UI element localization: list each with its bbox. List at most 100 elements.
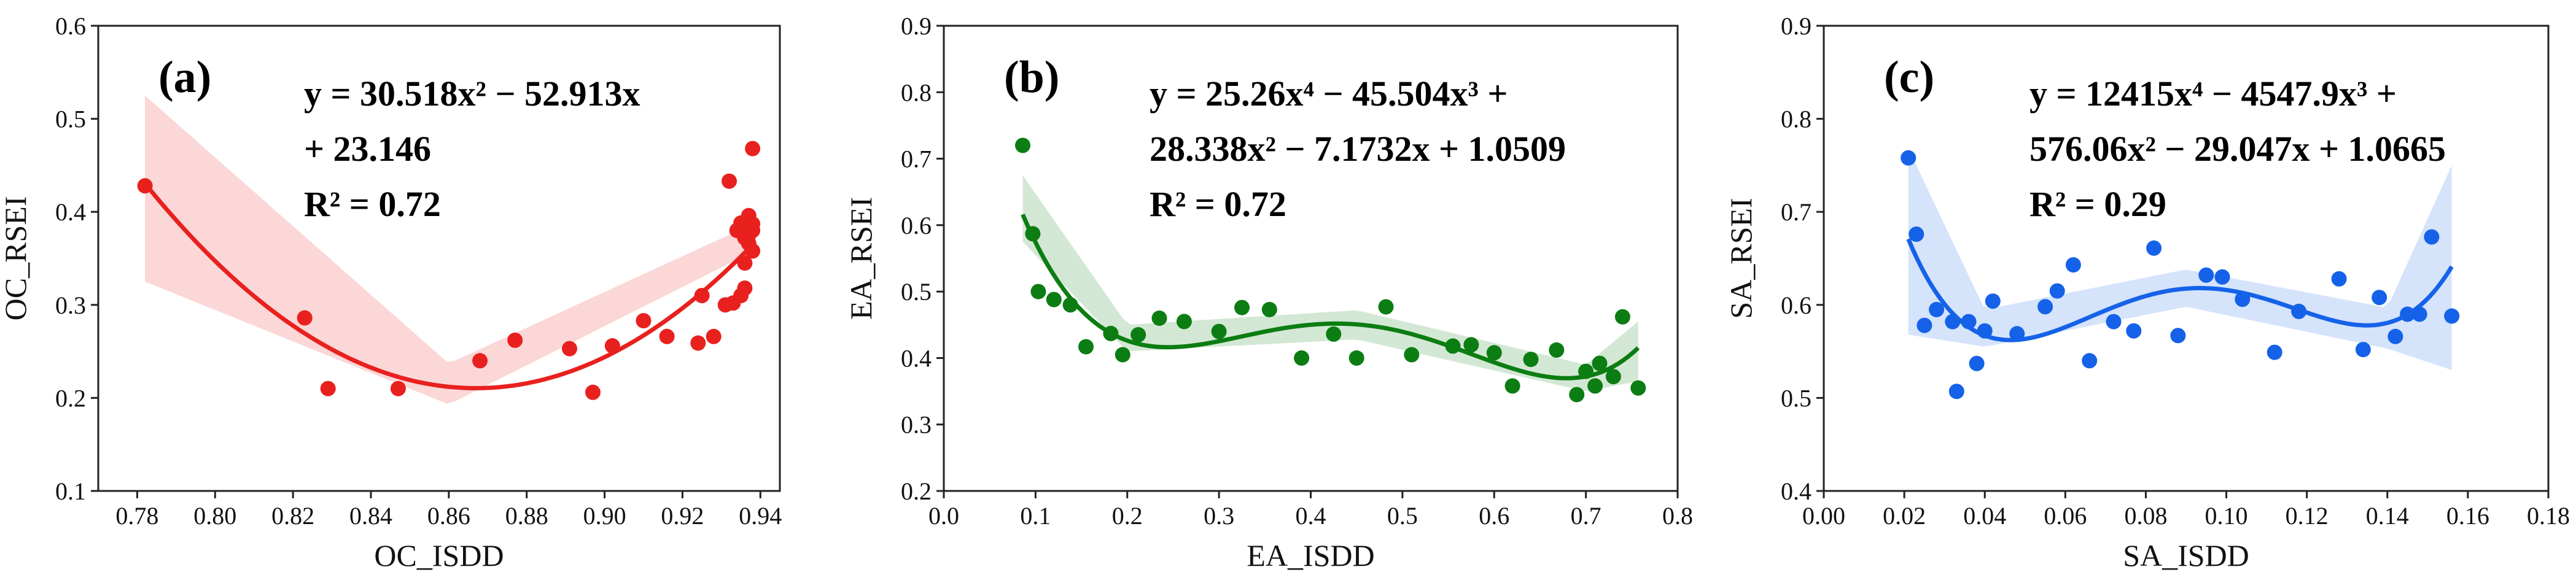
x-tick-label: 0.06: [2044, 502, 2087, 530]
y-tick-label: 0.5: [901, 278, 932, 306]
data-point: [2106, 314, 2122, 330]
data-point: [1592, 355, 1608, 371]
data-point: [1605, 369, 1621, 385]
equation-line: R² = 0.72: [304, 184, 441, 224]
x-tick-label: 0.1: [1020, 502, 1051, 530]
y-tick-label: 0.6: [901, 212, 932, 239]
data-point: [690, 335, 706, 351]
axes-frame: [1823, 25, 2550, 492]
data-point: [1115, 347, 1130, 363]
x-tick-label: 0.02: [1883, 502, 1926, 530]
data-point: [1985, 293, 2001, 309]
equation-line: + 23.146: [304, 129, 431, 169]
y-axis-label: OC_RSEI: [0, 196, 33, 321]
data-point: [2082, 353, 2098, 369]
x-tick-label: 0.00: [1802, 502, 1845, 530]
x-tick-label: 0.04: [1963, 502, 2006, 530]
data-point: [2444, 308, 2460, 324]
data-point: [1404, 347, 1420, 363]
x-tick-label: 0.4: [1296, 502, 1326, 530]
data-point: [2267, 344, 2282, 360]
x-tick-label: 0.78: [115, 502, 158, 530]
fit-curve: [1021, 214, 1640, 380]
y-tick-label: 0.7: [901, 145, 932, 173]
equation-line: y = 12415x⁴ − 4547.9x³ +: [2029, 74, 2397, 114]
data-point: [2372, 290, 2387, 306]
x-tick-label: 0.94: [739, 502, 782, 530]
y-tick-label: 0.7: [1781, 198, 1811, 226]
data-point: [2387, 328, 2403, 344]
x-tick-label: 0.92: [661, 502, 704, 530]
data-point: [2424, 229, 2440, 245]
x-tick-label: 0.3: [1204, 502, 1234, 530]
y-tick-label: 0.8: [1781, 106, 1811, 133]
x-tick-label: 0.82: [271, 502, 314, 530]
data-point: [2065, 257, 2081, 273]
data-point: [1078, 339, 1094, 355]
data-point: [472, 353, 488, 369]
data-point: [1569, 387, 1585, 403]
data-point: [297, 310, 313, 326]
data-point: [1504, 378, 1520, 394]
x-tick-label: 0.88: [505, 502, 548, 530]
y-axis-label: EA_RSEI: [844, 197, 878, 320]
data-point: [320, 380, 336, 396]
y-tick-label: 0.4: [901, 344, 932, 372]
x-tick-label: 0.5: [1387, 502, 1418, 530]
data-point: [1046, 292, 1062, 307]
x-tick-label: 0.16: [2446, 502, 2489, 530]
data-point: [390, 380, 406, 396]
y-tick-label: 0.6: [55, 12, 86, 40]
data-point: [1523, 352, 1539, 368]
x-tick-label: 0.6: [1479, 502, 1509, 530]
data-point: [1015, 137, 1030, 153]
x-axis-label: EA_ISDD: [1247, 538, 1374, 573]
data-point: [585, 384, 601, 400]
data-point: [1211, 323, 1227, 339]
y-tick-label: 0.9: [1781, 12, 1811, 40]
y-tick-label: 0.6: [1781, 292, 1811, 319]
equation-line: y = 25.26x⁴ − 45.504x³ +: [1150, 74, 1508, 114]
y-tick-label: 0.9: [901, 12, 932, 40]
equation-line: 576.06x² − 29.047x + 1.0665: [2029, 129, 2446, 169]
data-point: [737, 280, 753, 296]
data-point: [562, 341, 577, 357]
x-tick-label: 0.0: [928, 502, 959, 530]
data-point: [1587, 378, 1603, 394]
x-tick-label: 0.10: [2205, 502, 2248, 530]
data-point: [2146, 240, 2162, 256]
y-tick-label: 0.3: [901, 411, 932, 439]
x-tick-label: 0.84: [349, 502, 392, 530]
equation-line: R² = 0.29: [2029, 184, 2166, 224]
y-tick-label: 0.5: [1781, 384, 1811, 412]
data-point: [1326, 326, 1342, 342]
x-tick-label: 0.86: [427, 502, 470, 530]
y-tick-label: 0.5: [55, 106, 86, 133]
x-tick-label: 0.80: [193, 502, 236, 530]
y-tick-label: 0.1: [55, 477, 86, 505]
equation-line: y = 30.518x² − 52.913x: [304, 74, 640, 114]
data-point: [1378, 299, 1394, 315]
y-tick-label: 0.4: [55, 198, 86, 226]
data-point: [2355, 342, 2371, 358]
data-point: [1130, 327, 1146, 342]
panel-label: (c): [1884, 52, 1934, 102]
y-tick-label: 0.8: [901, 79, 932, 106]
y-tick-label: 0.3: [55, 292, 86, 319]
data-point: [745, 216, 761, 232]
fit-curve: [1906, 238, 2454, 342]
confidence-band: [145, 95, 749, 404]
x-tick-label: 0.7: [1571, 502, 1601, 530]
x-axis-label: OC_ISDD: [374, 538, 504, 573]
x-axis-label: SA_ISDD: [2123, 538, 2249, 573]
data-point: [1294, 350, 1310, 366]
x-tick-label: 0.90: [583, 502, 626, 530]
y-tick-label: 0.2: [55, 384, 86, 412]
y-tick-label: 0.4: [1781, 477, 1811, 505]
x-tick-label: 0.08: [2124, 502, 2167, 530]
data-point: [1234, 299, 1250, 315]
y-axis-label: SA_RSEI: [1724, 198, 1758, 319]
confidence-band: [1022, 175, 1638, 391]
data-point: [2126, 323, 2142, 339]
equation-line: 28.338x² − 7.1732x + 1.0509: [1150, 129, 1566, 169]
